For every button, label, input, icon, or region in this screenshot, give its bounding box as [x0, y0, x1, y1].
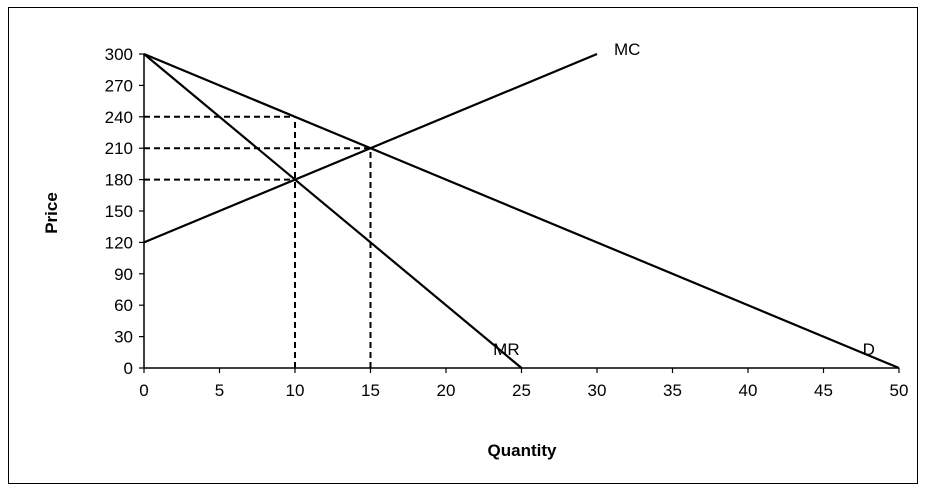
- x-tick-label: 50: [890, 381, 909, 400]
- y-tick-label: 180: [105, 171, 133, 190]
- reference-lines: [144, 115, 372, 368]
- curve-label-mr: MR: [493, 340, 519, 359]
- y-tick-label: 60: [114, 296, 133, 315]
- x-tick-label: 25: [512, 381, 531, 400]
- chart-frame: [8, 7, 918, 484]
- series-line-d: [143, 52, 900, 370]
- curve-label-d: D: [863, 340, 875, 359]
- axes: 0 5 10 15 20 25 30 35 40 45 50 0 30 60 90 120 150 180 210 2…: [105, 45, 909, 400]
- series-line-mc: [143, 52, 598, 244]
- y-tick-label: 90: [114, 265, 133, 284]
- y-tick-label: 30: [114, 328, 133, 347]
- y-tick-label: 270: [105, 76, 133, 95]
- x-tick-label: 30: [588, 381, 607, 400]
- series-line-mr: [143, 53, 523, 369]
- x-tick-label: 40: [739, 381, 758, 400]
- x-tick-label: 20: [437, 381, 456, 400]
- curve-labels: MC MR D: [493, 40, 875, 359]
- x-tick-label: 5: [215, 381, 224, 400]
- y-tick-label: 300: [105, 45, 133, 64]
- x-tick-label: 45: [814, 381, 833, 400]
- series-lines: [143, 52, 900, 370]
- y-tick-label: 120: [105, 233, 133, 252]
- y-axis-title: Price: [42, 192, 61, 234]
- y-tick-label: 150: [105, 202, 133, 221]
- x-tick-label: 35: [663, 381, 682, 400]
- x-tick-label: 0: [139, 381, 148, 400]
- x-tick-label: 15: [361, 381, 380, 400]
- y-tick-label: 0: [124, 359, 133, 378]
- x-tick-label: 10: [286, 381, 305, 400]
- curve-label-mc: MC: [614, 40, 640, 59]
- y-tick-label: 240: [105, 108, 133, 127]
- y-tick-label: 210: [105, 139, 133, 158]
- x-axis-title: Quantity: [488, 441, 557, 460]
